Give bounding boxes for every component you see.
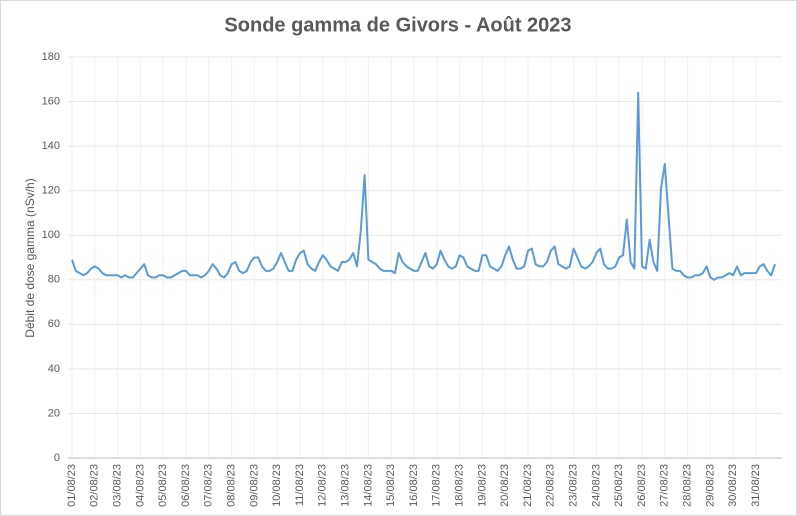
- x-tick-label: 22/08/23: [545, 464, 557, 507]
- x-tick-label: 25/08/23: [613, 464, 625, 507]
- x-tick-label: 11/08/23: [294, 464, 306, 506]
- x-tick-label: 30/08/23: [727, 464, 739, 507]
- y-tick-label: 40: [48, 363, 60, 375]
- y-tick-label: 100: [42, 229, 60, 241]
- x-tick-label: 12/08/23: [317, 464, 329, 507]
- y-tick-label: 160: [42, 95, 60, 107]
- y-axis-label: Débit de dose gamma (nSv/h): [23, 178, 37, 337]
- x-tick-label: 16/08/23: [408, 464, 420, 507]
- x-tick-label: 31/08/23: [750, 464, 762, 507]
- x-tick-label: 04/08/23: [134, 464, 146, 507]
- x-tick-label: 15/08/23: [385, 464, 397, 507]
- y-tick-label: 0: [54, 452, 60, 464]
- x-tick-label: 17/08/23: [431, 464, 443, 507]
- y-tick-label: 20: [48, 407, 60, 419]
- x-tick-label: 06/08/23: [180, 464, 192, 507]
- x-tick-label: 27/08/23: [659, 464, 671, 507]
- x-tick-label: 03/08/23: [112, 464, 124, 507]
- x-tick-label: 09/08/23: [248, 464, 260, 507]
- x-tick-label: 08/08/23: [226, 464, 238, 507]
- y-tick-label: 180: [42, 51, 60, 63]
- x-tick-label: 01/08/23: [66, 464, 78, 507]
- y-tick-label: 60: [48, 318, 60, 330]
- line-series: [71, 91, 776, 281]
- x-tick-label: 02/08/23: [89, 464, 101, 507]
- x-tick-label: 24/08/23: [590, 464, 602, 507]
- x-tick-label: 05/08/23: [157, 464, 169, 507]
- x-tick-label: 19/08/23: [476, 464, 488, 507]
- x-tick-label: 26/08/23: [636, 464, 648, 507]
- x-tick-label: 13/08/23: [340, 464, 352, 507]
- y-tick-label: 120: [42, 185, 60, 197]
- y-tick-label: 80: [48, 274, 60, 286]
- x-tick-label: 29/08/23: [704, 464, 716, 507]
- x-tick-label: 21/08/23: [522, 464, 534, 507]
- x-tick-label: 10/08/23: [271, 464, 283, 507]
- x-tick-label: 23/08/23: [568, 464, 580, 507]
- x-tick-label: 14/08/23: [362, 464, 374, 507]
- chart-title: Sonde gamma de Givors - Août 2023: [224, 14, 571, 36]
- x-tick-label: 18/08/23: [454, 464, 466, 507]
- x-tick-label: 07/08/23: [203, 464, 215, 507]
- y-tick-label: 140: [42, 140, 60, 152]
- x-tick-label: 20/08/23: [499, 464, 511, 507]
- x-tick-label: 28/08/23: [682, 464, 694, 507]
